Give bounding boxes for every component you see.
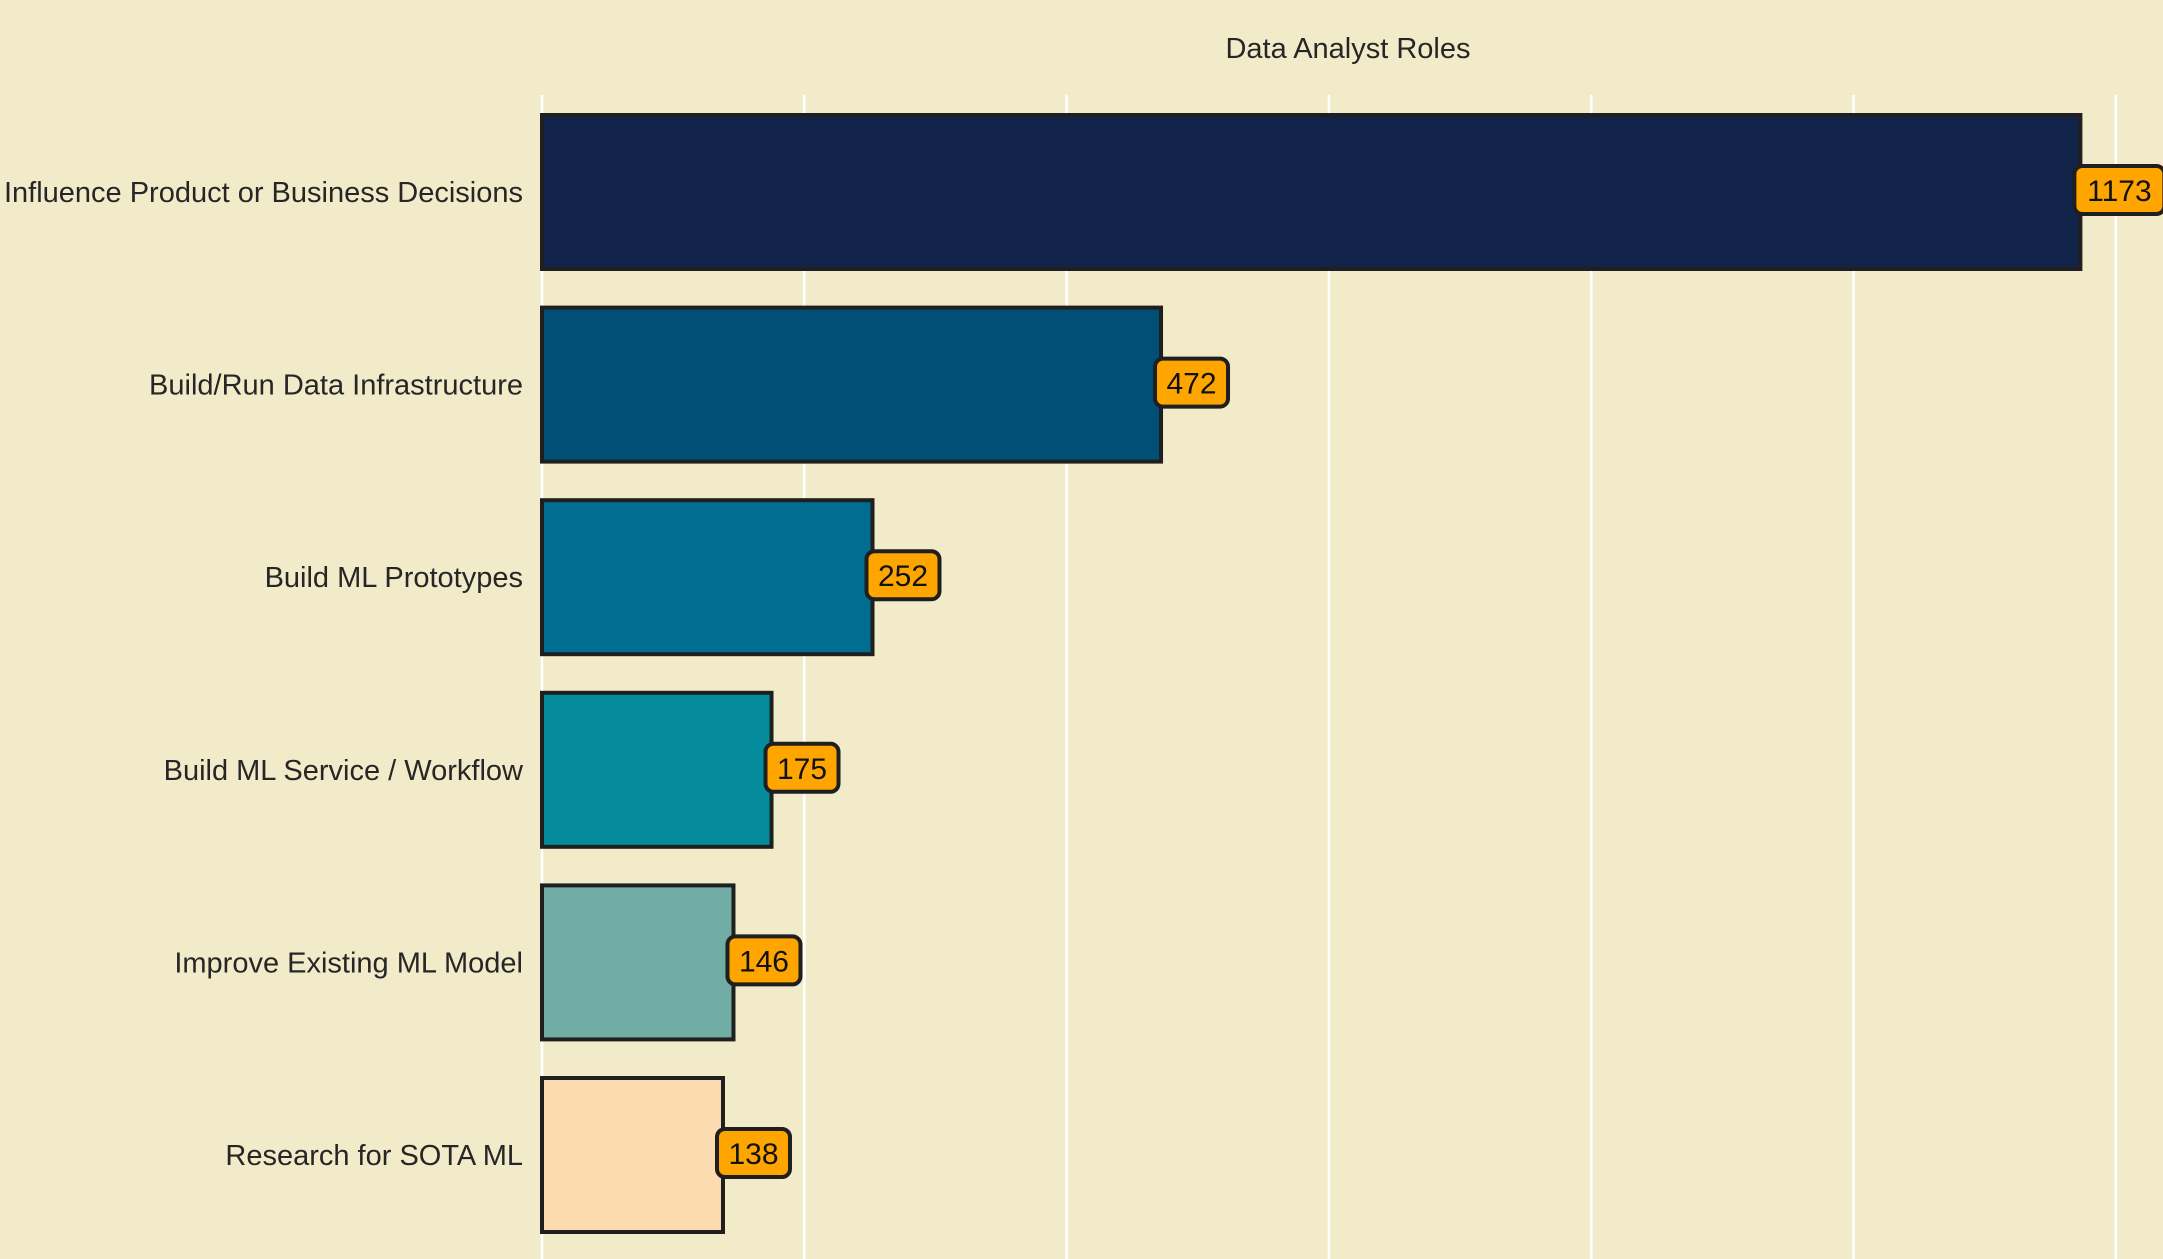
data-label: 138 [728,1138,778,1171]
bar [540,883,736,1042]
data-label-box [714,1127,792,1179]
data-label-box [864,549,942,602]
bar [540,498,875,657]
data-labels: 1173 472 252 175 146 138 [714,164,2163,1179]
data-label-box [1153,356,1231,409]
y-tick-label: Build/Run Data Infrastructure [149,370,523,402]
data-label: 472 [1166,368,1216,401]
y-tick-label: Improve Existing ML Model [174,947,523,979]
y-tick-label: Build ML Service / Workflow [164,755,524,787]
bars [540,113,2083,1234]
bar [540,690,774,849]
data-label: 252 [878,560,928,593]
y-tick-label: Research for SOTA ML [225,1140,523,1172]
data-label: 146 [739,945,789,978]
data-label-box [763,741,841,794]
data-label: 1173 [2087,175,2152,208]
y-tick-label: Build ML Prototypes [265,562,523,594]
bar [540,113,2083,271]
bar [540,305,1164,464]
chart-title: Data Analyst Roles [1225,33,1470,65]
data-label-box [725,934,803,987]
data-label: 175 [777,753,827,786]
y-axis-tick-labels: Influence Product or Business Decisions B… [4,177,524,1172]
bar [540,1076,725,1234]
gridlines [540,95,2118,1259]
data-label-box [2072,164,2163,216]
y-tick-label: Influence Product or Business Decisions [4,177,523,209]
